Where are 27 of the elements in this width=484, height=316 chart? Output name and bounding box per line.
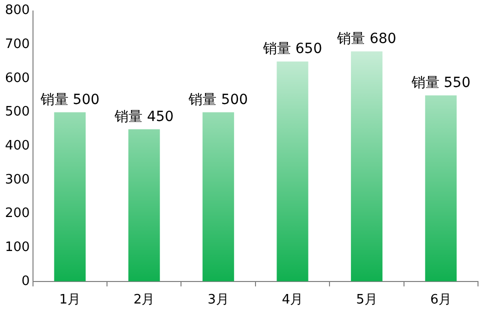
data-label: 销量 500 [188, 92, 248, 108]
data-label: 销量 450 [114, 108, 174, 125]
bar [350, 51, 382, 282]
data-label: 销量 680 [336, 31, 396, 48]
data-label: 销量 650 [262, 41, 322, 58]
x-tick-label: 2月 [133, 292, 155, 308]
x-tick-label: 6月 [430, 292, 452, 308]
y-tick-label: 300 [4, 172, 30, 188]
y-tick-label: 700 [4, 37, 30, 52]
bar [54, 112, 86, 282]
x-tick-label: 4月 [282, 292, 304, 308]
y-tick-label: 200 [4, 206, 30, 222]
y-tick-label: 400 [4, 138, 30, 154]
y-tick-label: 600 [4, 70, 30, 86]
bar [425, 95, 457, 282]
x-tick-label: 1月 [59, 292, 81, 308]
data-label: 销量 500 [39, 92, 100, 108]
y-tick-label: 0 [22, 274, 30, 289]
bar [202, 112, 234, 282]
data-label: 销量 550 [410, 75, 470, 92]
y-tick-label: 500 [4, 104, 30, 120]
bar [128, 129, 160, 282]
x-tick-label: 5月 [356, 292, 378, 308]
y-tick-label: 100 [4, 240, 30, 255]
x-tick-label: 3月 [208, 292, 229, 308]
y-tick-label: 800 [4, 3, 30, 18]
bar [276, 62, 308, 282]
